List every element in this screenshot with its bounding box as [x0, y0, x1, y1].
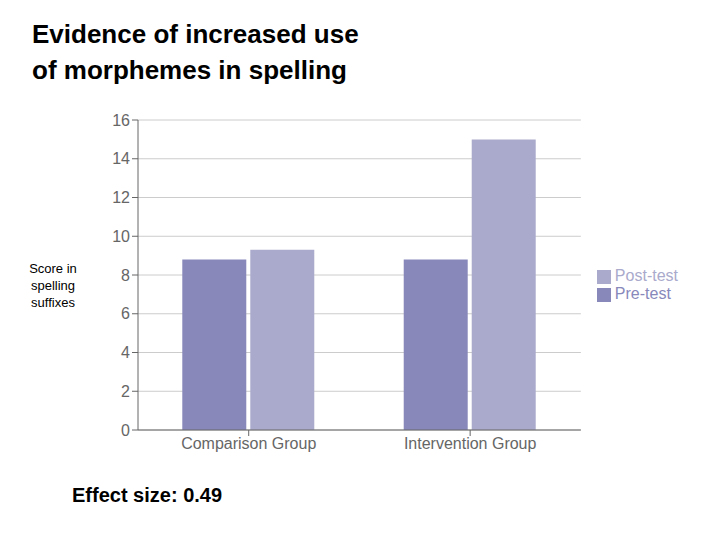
html-text:Post-test: Post-test — [614, 267, 678, 284]
svg-text:4: 4 — [121, 344, 130, 361]
html-text:Effect size: 0.49: Effect size: 0.49 — [72, 484, 223, 506]
svg-text:0: 0 — [121, 422, 130, 439]
svg-text:Comparison Group: Comparison Group — [181, 435, 316, 452]
html-text:Score in: Score in — [29, 260, 77, 276]
html-text:of morphemes in spelling: of morphemes in spelling — [32, 55, 347, 85]
svg-text:2: 2 — [121, 383, 130, 400]
html-text:Pre-test: Pre-test — [614, 285, 671, 302]
html-text:suffixes: suffixes — [31, 294, 75, 310]
svg-text:8: 8 — [121, 267, 130, 284]
svg-text:14: 14 — [112, 150, 130, 167]
svg-text:Intervention Group: Intervention Group — [404, 435, 537, 452]
html-text:spelling: spelling — [31, 277, 75, 293]
svg-text:12: 12 — [112, 189, 130, 206]
svg-text:10: 10 — [112, 228, 130, 245]
html-text:Evidence of increased use: Evidence of increased use — [32, 19, 359, 49]
svg-text:16: 16 — [112, 112, 130, 129]
svg-text:6: 6 — [121, 305, 130, 322]
